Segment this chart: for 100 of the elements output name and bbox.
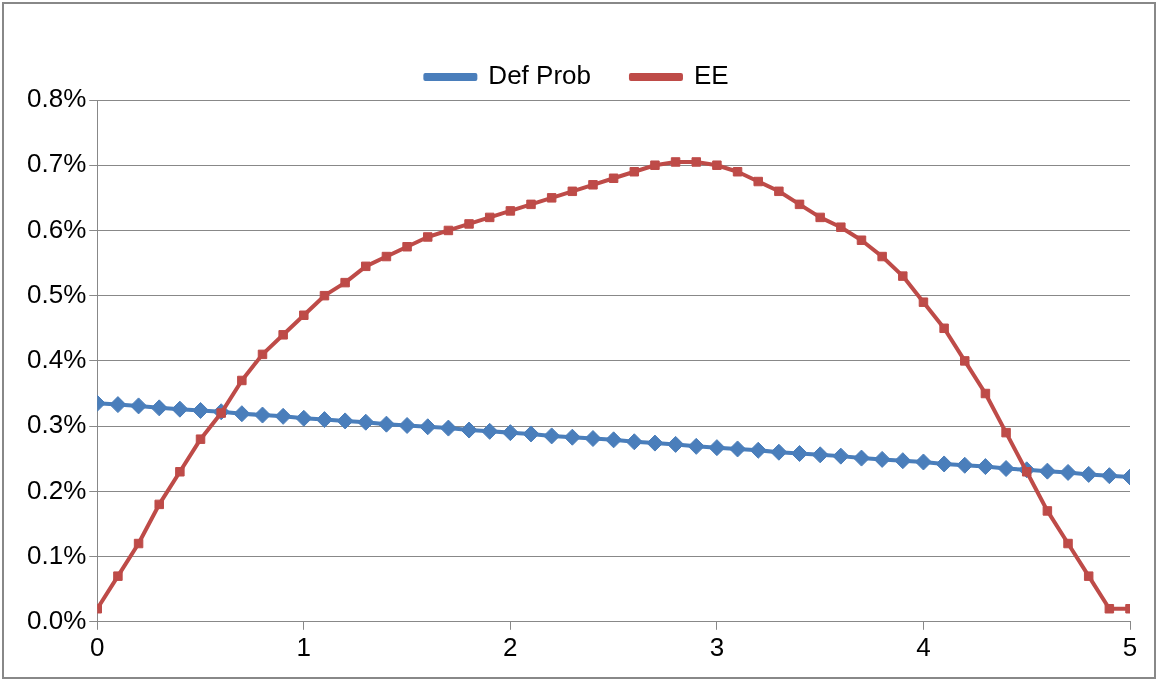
point	[960, 356, 970, 366]
point	[1083, 571, 1094, 581]
point	[543, 427, 561, 445]
x-tick-label: 2	[503, 631, 518, 662]
point	[150, 399, 168, 417]
point	[481, 422, 499, 440]
point	[336, 412, 354, 430]
point	[460, 421, 478, 439]
point	[691, 157, 701, 167]
point	[377, 415, 395, 433]
point	[629, 167, 640, 177]
point	[794, 199, 805, 210]
point	[1100, 467, 1118, 485]
point	[914, 453, 932, 471]
point	[935, 455, 953, 473]
y-tick-label: 0.0%	[27, 604, 87, 635]
point	[315, 411, 333, 429]
point	[192, 401, 210, 419]
point	[505, 206, 516, 216]
point	[894, 452, 912, 470]
point	[770, 443, 788, 461]
point	[976, 458, 994, 476]
point	[856, 235, 867, 245]
x-tick-label: 5	[1122, 631, 1138, 662]
y-tick-label: 0.7%	[27, 148, 87, 179]
point	[1059, 463, 1077, 481]
point	[898, 271, 908, 281]
point	[687, 437, 705, 455]
point	[419, 418, 437, 436]
point	[439, 419, 457, 437]
point	[997, 460, 1015, 478]
y-tick-label: 0.5%	[27, 278, 87, 309]
point	[233, 405, 251, 423]
point	[608, 173, 619, 184]
point	[423, 232, 433, 242]
point	[299, 310, 309, 320]
point	[708, 439, 726, 457]
point	[526, 199, 536, 210]
x-tick-label: 4	[916, 631, 931, 662]
point	[501, 424, 519, 442]
point	[956, 456, 974, 474]
point	[732, 167, 743, 177]
point	[605, 431, 623, 449]
point	[464, 219, 474, 229]
point	[546, 193, 557, 203]
point	[522, 425, 540, 443]
point	[357, 413, 375, 431]
point	[257, 349, 268, 360]
point	[980, 388, 991, 399]
point	[402, 242, 412, 252]
point	[295, 409, 313, 427]
point	[130, 397, 148, 415]
point	[398, 416, 416, 434]
point	[319, 290, 330, 301]
point	[729, 440, 747, 458]
point	[381, 251, 392, 262]
point	[274, 407, 292, 425]
point	[340, 277, 350, 288]
point	[650, 160, 660, 170]
point	[443, 225, 454, 236]
point	[815, 212, 825, 223]
point	[563, 428, 581, 446]
point	[939, 323, 949, 334]
point	[484, 212, 495, 223]
point	[918, 297, 929, 307]
point	[712, 160, 722, 170]
point	[361, 261, 371, 272]
y-tick-label: 0.4%	[27, 344, 87, 375]
point	[567, 186, 578, 197]
x-tick-label: 1	[296, 631, 312, 662]
y-tick-label: 0.3%	[27, 409, 87, 440]
y-tick-label: 0.8%	[27, 83, 87, 114]
point	[873, 450, 891, 468]
point	[133, 538, 144, 549]
point	[774, 186, 784, 197]
point	[667, 435, 685, 453]
legend-label: Def Prob	[488, 60, 591, 91]
point	[1063, 538, 1073, 549]
point	[154, 499, 164, 510]
point	[749, 441, 767, 459]
point	[588, 180, 598, 190]
y-tick-label: 0.1%	[27, 539, 87, 570]
point	[1080, 465, 1098, 483]
point	[109, 396, 127, 414]
point	[811, 446, 829, 464]
point	[584, 430, 602, 448]
point	[625, 433, 643, 451]
y-tick-label: 0.6%	[27, 213, 87, 244]
x-tick-label: 0	[90, 631, 105, 662]
point	[254, 406, 271, 424]
point	[670, 157, 681, 167]
point	[175, 467, 185, 477]
point	[852, 449, 870, 467]
point	[753, 176, 763, 187]
point	[278, 330, 288, 340]
point	[237, 375, 247, 386]
point	[195, 434, 206, 444]
point	[836, 222, 846, 232]
point	[1104, 604, 1115, 614]
legend-label: EE	[693, 60, 729, 91]
